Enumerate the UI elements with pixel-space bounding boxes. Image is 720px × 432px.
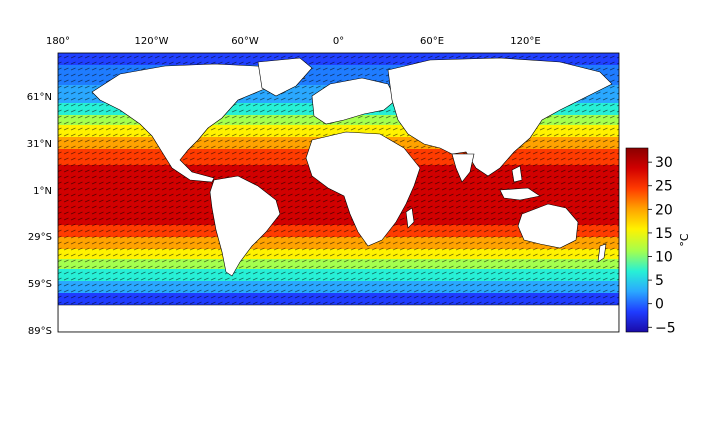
colorbar-gradient — [625, 147, 649, 333]
colorbar-tick-label-6: 25 — [655, 179, 673, 195]
lon-tick-label-0: 180° — [46, 36, 70, 47]
colorbar-tick-label-7: 30 — [655, 155, 673, 171]
colorbar: −5 0 5 10 15 20 25 30 °C — [625, 147, 691, 336]
new-zealand — [597, 243, 607, 263]
colorbar-tick-label-4: 15 — [655, 226, 673, 242]
antarctica — [58, 304, 619, 332]
southeast-asia-islands — [499, 165, 541, 201]
lon-tick-label-1: 120°W — [135, 36, 169, 47]
lon-tick-label-5: 120°E — [510, 36, 540, 47]
india — [451, 153, 475, 183]
lat-tick-labels: 61°N 31°N 1°N 29°S 59°S 89°S — [27, 92, 52, 337]
colorbar-tick-label-2: 5 — [655, 273, 664, 289]
land-masses — [58, 57, 619, 332]
australia — [517, 203, 579, 249]
colorbar-tick-label-1: 0 — [655, 297, 664, 313]
europe — [311, 77, 397, 125]
lat-tick-label-1: 31°N — [27, 139, 52, 150]
madagascar — [405, 207, 415, 229]
colorbar-tick-label-3: 10 — [655, 250, 673, 266]
lat-tick-label-5: 89°S — [28, 326, 52, 337]
lat-tick-label-2: 1°N — [33, 186, 52, 197]
africa — [305, 131, 421, 247]
map-frame — [57, 52, 620, 333]
lon-tick-labels: 180° 120°W 60°W 0° 60°E 120°E — [46, 36, 541, 47]
asia — [387, 57, 613, 177]
lon-tick-label-4: 60°E — [420, 36, 444, 47]
colorbar-tick-label-5: 20 — [655, 202, 673, 218]
lat-tick-label-0: 61°N — [27, 92, 52, 103]
greenland — [257, 57, 313, 97]
lat-tick-label-3: 29°S — [28, 232, 52, 243]
colorbar-ticks: −5 0 5 10 15 20 25 30 — [648, 155, 676, 336]
south-america — [209, 175, 281, 277]
lon-tick-label-3: 0° — [333, 36, 344, 47]
lon-tick-label-2: 60°W — [231, 36, 259, 47]
lat-tick-label-4: 59°S — [28, 279, 52, 290]
colorbar-unit-label: °C — [678, 233, 691, 247]
colorbar-tick-label-0: −5 — [655, 320, 676, 336]
north-america — [91, 63, 306, 183]
